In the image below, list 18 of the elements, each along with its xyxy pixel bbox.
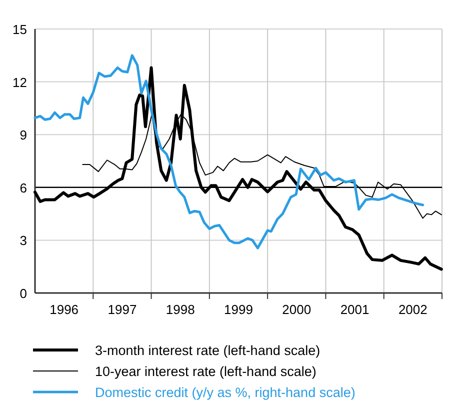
x-tick-label: 1998	[166, 302, 195, 317]
line-series	[34, 54, 424, 250]
x-tick-label: 1997	[108, 302, 137, 317]
y-tick-label: 9	[20, 128, 27, 143]
legend-label: Domestic credit (y/y as %, right-hand scale)	[95, 385, 356, 400]
x-tick-label: 1996	[50, 302, 79, 317]
line-series	[34, 66, 443, 271]
y-tick-label: 6	[20, 180, 27, 196]
y-tick-label: 15	[12, 22, 27, 37]
x-tick-label: 1999	[224, 302, 253, 317]
x-tick-label: 2002	[398, 302, 428, 317]
y-tick-label: 12	[12, 74, 27, 90]
legend-label: 10-year interest rate (left-hand scale)	[95, 364, 316, 379]
y-tick-label: 0	[20, 286, 27, 301]
x-tick-label: 2001	[340, 302, 370, 317]
x-tick-label: 2000	[282, 302, 312, 317]
legend-label: 3-month interest rate (left-hand scale)	[95, 343, 320, 358]
y-tick-label: 3	[20, 233, 27, 248]
